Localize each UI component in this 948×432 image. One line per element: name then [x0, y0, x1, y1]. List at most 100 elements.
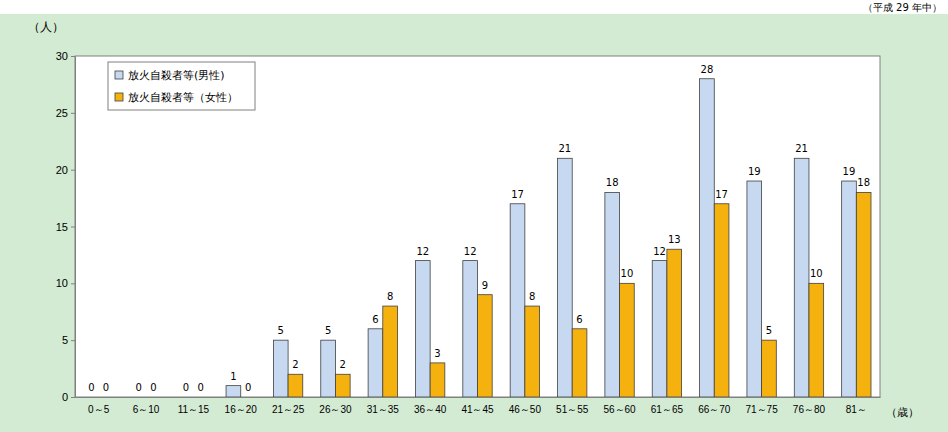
x-tick: 76～80 [793, 397, 826, 415]
y-axis-line [71, 57, 76, 398]
x-tick-label: 41～45 [461, 404, 494, 415]
data-label: 19 [748, 166, 761, 177]
bar [463, 261, 478, 397]
bar [700, 79, 715, 397]
bar [652, 261, 667, 397]
x-tick-label: 81～ [846, 404, 867, 415]
y-axis-title: （人） [28, 20, 64, 34]
x-tick: 31～35 [367, 397, 400, 415]
x-tick-label: 56～60 [603, 404, 636, 415]
x-tick: 26～30 [319, 397, 352, 415]
legend: 放火自殺者等(男性)放火自殺者等（女性） [108, 62, 255, 110]
y-axis: 051015202530 [56, 50, 76, 403]
y-tick: 0 [62, 391, 75, 403]
bar [241, 397, 256, 398]
data-label: 1 [230, 371, 236, 382]
data-label: 21 [558, 143, 571, 154]
bar [747, 181, 762, 397]
x-tick: 6～10 [133, 397, 160, 415]
y-tick: 10 [56, 277, 75, 289]
y-tick-mark [71, 113, 75, 114]
data-label: 9 [482, 280, 488, 291]
bar [430, 363, 445, 397]
background [0, 14, 948, 432]
y-tick: 15 [56, 221, 75, 233]
x-tick: 46～50 [509, 397, 542, 415]
x-tick-label: 66～70 [698, 404, 731, 415]
y-tick: 20 [56, 164, 75, 176]
x-tick: 66～70 [698, 397, 731, 415]
bar [288, 374, 303, 397]
y-tick-label: 20 [56, 164, 68, 176]
data-label: 0 [183, 382, 189, 393]
x-tick-label: 0～5 [88, 404, 110, 415]
data-label: 18 [857, 177, 870, 188]
bar [558, 158, 573, 397]
data-label: 18 [606, 177, 619, 188]
bar [193, 397, 208, 398]
x-tick: 16～20 [225, 397, 258, 415]
bar [146, 397, 161, 398]
plot-area [75, 56, 880, 397]
bar [99, 397, 114, 398]
x-tick: 11～15 [178, 397, 210, 415]
bar [809, 283, 824, 397]
bar [510, 204, 525, 397]
subtitle: （平成 29 年中） [863, 2, 942, 13]
x-tick-label: 71～75 [745, 404, 778, 415]
x-tick-label: 11～15 [178, 404, 210, 415]
data-label: 0 [88, 382, 94, 393]
data-label: 19 [843, 166, 856, 177]
data-label: 17 [511, 189, 524, 200]
x-tick-label: 76～80 [793, 404, 826, 415]
x-tick: 56～60 [603, 397, 636, 415]
y-tick: 25 [56, 107, 75, 119]
bar [478, 295, 493, 397]
x-tick-label: 6～10 [133, 404, 160, 415]
bar [273, 340, 288, 397]
x-tick-label: 31～35 [367, 404, 400, 415]
data-label: 8 [529, 291, 535, 302]
y-tick-mark [71, 56, 75, 57]
data-label: 0 [198, 382, 204, 393]
bar [620, 283, 635, 397]
bar [226, 386, 241, 397]
x-tick: 71～75 [745, 397, 778, 415]
x-tick: 36～40 [414, 397, 447, 415]
y-tick-label: 5 [62, 334, 68, 346]
legend-swatch [115, 93, 123, 101]
y-tick-mark [71, 340, 75, 341]
x-tick: 21～25 [272, 397, 305, 415]
data-label: 13 [668, 234, 681, 245]
data-label: 28 [701, 64, 714, 75]
bar [383, 306, 398, 397]
x-tick-label: 16～20 [225, 404, 258, 415]
x-tick-label: 26～30 [319, 404, 352, 415]
bar [525, 306, 540, 397]
x-tick: 51～55 [556, 397, 589, 415]
x-tick: 81～ [846, 397, 867, 415]
bar [572, 329, 587, 397]
series-bars [226, 79, 856, 397]
data-label: 0 [245, 382, 251, 393]
x-tick-label: 46～50 [509, 404, 542, 415]
data-labels: 0001556121217211812281921190000228398610… [88, 64, 870, 393]
x-axis: 0～5 6～10 11～15 16～20 21～25 26～30 31～35 36～40 41～… [76, 397, 881, 415]
bar [131, 397, 146, 398]
data-label: 2 [292, 359, 298, 370]
data-label: 0 [136, 382, 142, 393]
data-label: 8 [387, 291, 393, 302]
data-label: 12 [416, 246, 429, 257]
bar [179, 397, 194, 398]
data-label: 5 [278, 325, 284, 336]
x-tick: 61～65 [651, 397, 684, 415]
x-tick-label: 36～40 [414, 404, 447, 415]
data-label: 17 [715, 189, 728, 200]
y-tick-mark [71, 170, 75, 171]
data-label: 0 [103, 382, 109, 393]
bar [842, 181, 857, 397]
data-label: 3 [434, 348, 440, 359]
data-label: 21 [795, 143, 808, 154]
data-label: 2 [340, 359, 346, 370]
y-tick-mark [71, 283, 75, 284]
